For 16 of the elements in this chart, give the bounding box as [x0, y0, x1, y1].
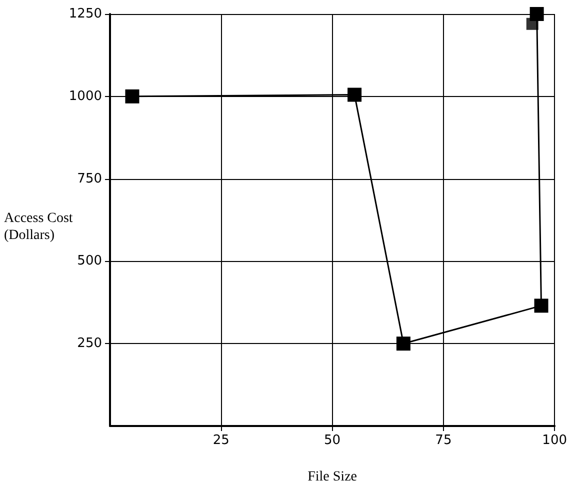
point	[396, 336, 410, 351]
point	[125, 89, 140, 104]
x-tick-label: 100	[542, 433, 568, 448]
x-tick-label: 75	[435, 433, 452, 448]
y-tick-label: 500	[77, 254, 102, 269]
point	[348, 88, 362, 102]
x-tick-label: 50	[324, 433, 341, 448]
y-tick-label: 1000	[68, 88, 102, 104]
x-tick-label: 25	[212, 433, 230, 448]
point	[534, 298, 548, 313]
y-axis-title: Access Cost (Dollars)	[4, 211, 76, 243]
y-tick-label: 750	[77, 171, 102, 186]
x-axis-title: File Size	[308, 470, 357, 484]
point	[530, 7, 544, 21]
y-tick-label: 1250	[68, 6, 102, 22]
y-tick-label: 250	[77, 336, 102, 352]
